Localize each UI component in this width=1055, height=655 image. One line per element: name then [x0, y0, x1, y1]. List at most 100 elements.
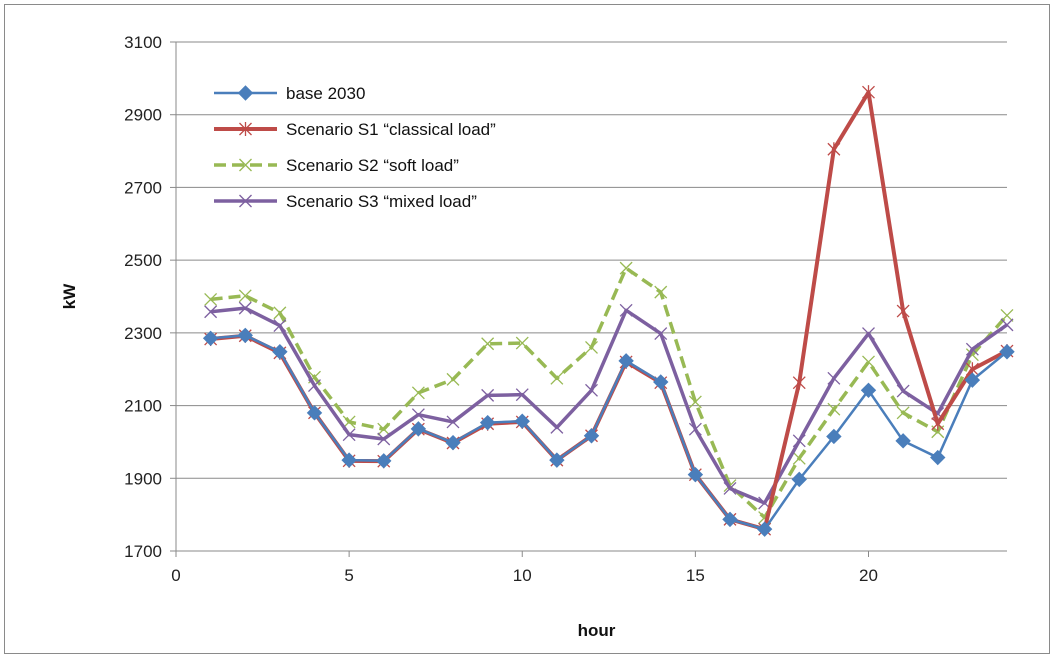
series-3: [204, 301, 1014, 510]
x-tick-label: 0: [171, 566, 180, 585]
data-point: [756, 521, 773, 537]
data-point: [550, 371, 564, 385]
data-point: [895, 433, 911, 449]
data-point: [619, 303, 633, 317]
data-point: [827, 142, 841, 157]
line-chart: 1700 1900 2100 2300 2500 2700 2900 3100 0 5 10 15 2…: [60, 33, 1015, 640]
data-point: [272, 344, 288, 360]
y-tick-label: 2900: [124, 106, 162, 125]
legend-marker: [239, 122, 252, 136]
legend-label: Scenario S3 “mixed load”: [286, 192, 477, 211]
data-point: [550, 420, 564, 434]
data-point: [308, 379, 321, 393]
data-point: [931, 416, 945, 431]
data-point: [237, 327, 253, 344]
data-point: [377, 432, 391, 446]
legend-item-0: base 2030: [214, 84, 365, 103]
data-point: [618, 353, 634, 369]
data-point: [654, 285, 668, 299]
data-point: [792, 375, 806, 390]
legend-label: base 2030: [286, 84, 365, 103]
data-point: [1000, 318, 1014, 332]
chart-frame: 1700 1900 2100 2300 2500 2700 2900 3100 0 5 10 15 2…: [4, 4, 1050, 654]
data-point: [342, 415, 356, 429]
data-point: [896, 406, 910, 420]
legend: base 2030 Scenario S1 “classical load” Sce…: [214, 84, 496, 211]
data-point: [204, 292, 218, 306]
series-line-2: [210, 266, 1009, 520]
data-point: [202, 330, 219, 347]
data-point: [549, 452, 565, 468]
y-tick-label: 2100: [124, 397, 162, 416]
legend-marker: [239, 158, 252, 172]
axes: [175, 42, 1007, 557]
data-point: [862, 355, 875, 369]
legend-marker: [239, 194, 252, 208]
data-point: [792, 451, 806, 465]
data-point: [827, 371, 841, 385]
data-point: [238, 289, 252, 303]
data-point: [341, 452, 357, 468]
series-line-3: [210, 306, 1009, 505]
series-line-0: [210, 334, 1008, 531]
data-point: [1000, 308, 1014, 322]
data-point: [411, 386, 425, 400]
data-point: [306, 405, 323, 421]
data-point: [377, 422, 391, 436]
data-point: [410, 421, 427, 437]
legend-item-3: Scenario S3 “mixed load”: [214, 192, 477, 211]
data-point: [826, 428, 842, 445]
data-point: [411, 408, 425, 422]
y-tick-labels: 1700 1900 2100 2300 2500 2700 2900 3100: [124, 33, 162, 561]
legend-marker: [237, 85, 254, 101]
data-point: [273, 319, 287, 333]
y-tick-label: 1900: [124, 469, 162, 488]
data-point: [583, 428, 600, 444]
data-point: [619, 261, 633, 275]
data-point: [860, 382, 877, 399]
data-point: [273, 306, 287, 320]
data-point: [446, 372, 460, 386]
y-tick-label: 2300: [124, 324, 162, 343]
y-tick-label: 3100: [124, 33, 162, 52]
x-tick-labels: 0 5 10 15 20: [171, 566, 878, 585]
series-2: [204, 261, 1014, 525]
y-tick-label: 2700: [124, 178, 162, 197]
data-point: [896, 304, 910, 319]
data-point: [515, 388, 529, 402]
data-point: [862, 85, 875, 100]
data-point: [896, 384, 910, 398]
data-point: [481, 337, 495, 351]
series-0: [202, 327, 1015, 537]
data-point: [342, 428, 356, 442]
y-tick-label: 2500: [124, 251, 162, 270]
legend-item-1: Scenario S1 “classical load”: [214, 120, 496, 139]
legend-label: Scenario S1 “classical load”: [286, 120, 496, 139]
data-point: [792, 434, 806, 448]
data-point: [722, 511, 738, 528]
data-point: [999, 344, 1015, 360]
x-axis-title: hour: [578, 621, 616, 640]
data-point: [481, 388, 495, 402]
data-point: [688, 422, 702, 436]
y-tick-label: 1700: [124, 542, 162, 561]
data-point: [862, 327, 875, 341]
gridlines: [170, 41, 1007, 552]
data-point: [514, 413, 530, 429]
series-group: [202, 85, 1015, 537]
data-point: [654, 327, 668, 341]
x-tick-label: 15: [686, 566, 705, 585]
data-point: [585, 383, 598, 397]
data-point: [964, 372, 981, 388]
x-tick-label: 5: [344, 566, 353, 585]
x-tick-label: 20: [859, 566, 878, 585]
legend-label: Scenario S2 “soft load”: [286, 156, 459, 175]
data-point: [446, 415, 460, 429]
data-point: [376, 453, 392, 469]
data-point: [238, 301, 252, 315]
data-point: [965, 342, 979, 356]
data-point: [930, 449, 946, 466]
data-point: [827, 402, 841, 416]
data-point: [723, 482, 737, 495]
data-point: [204, 305, 218, 319]
